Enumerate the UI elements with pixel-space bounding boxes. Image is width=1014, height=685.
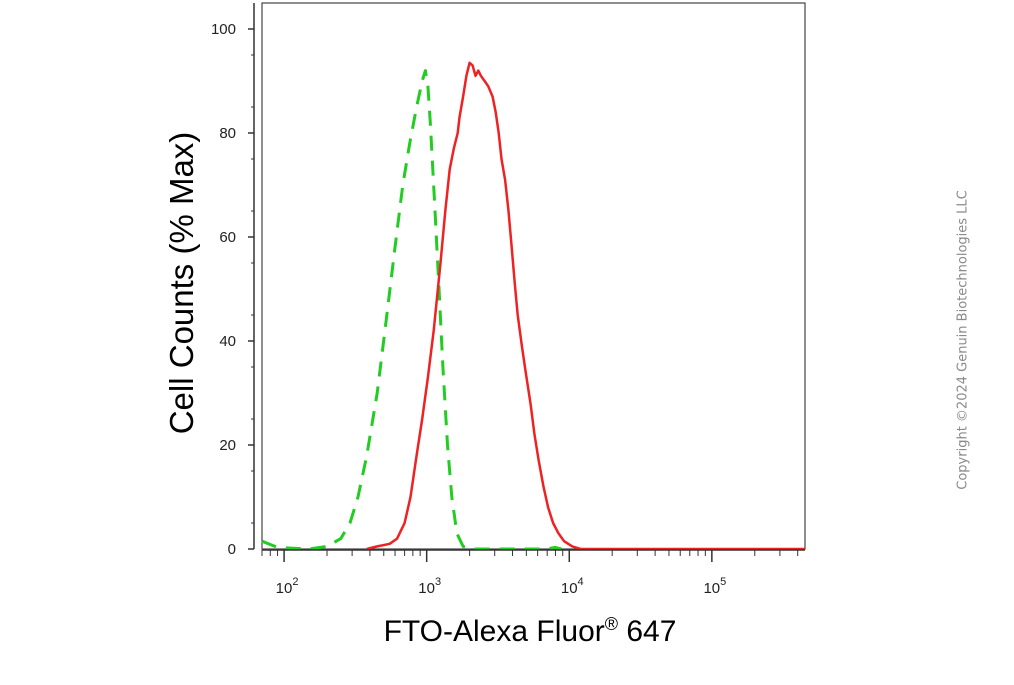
y-tick-label: 20: [219, 437, 236, 454]
plot-frame: [261, 2, 806, 550]
x-tick-label: 105: [703, 576, 726, 597]
y-tick-label: 80: [219, 125, 236, 142]
x-axis-title-tail: 647: [618, 615, 676, 648]
x-tick-label-base: 10: [703, 580, 720, 597]
y-tick-label: 40: [219, 333, 236, 350]
x-tick-label-exponent: 5: [720, 576, 726, 588]
y-axis-title: Cell Counts (% Max): [163, 132, 200, 435]
x-axis-title-main: FTO-Alexa Fluor: [384, 615, 605, 648]
x-tick-label: 104: [561, 576, 584, 597]
x-tick-label: 103: [418, 576, 441, 597]
x-tick-label-exponent: 4: [578, 576, 584, 588]
y-tick-label: 100: [211, 21, 236, 38]
copyright-notice: Copyright ©2024 Genuin Biotechnologies L…: [955, 190, 971, 490]
x-axis-title-registered-mark: ®: [605, 614, 618, 634]
x-tick-label: 102: [276, 576, 299, 597]
x-axis: 102 103 104 105: [261, 549, 805, 597]
plot-border: [261, 2, 806, 550]
x-tick-label-base: 10: [418, 580, 435, 597]
x-tick-label-base: 10: [276, 580, 293, 597]
x-tick-label-base: 10: [561, 580, 578, 597]
y-axis: 0 20 40 60 80 100: [211, 3, 255, 558]
x-tick-label-exponent: 3: [435, 576, 441, 588]
series-line-1: [261, 69, 562, 551]
series-line-2: [366, 61, 805, 551]
y-tick-label: 60: [219, 229, 236, 246]
x-axis-title: FTO-Alexa Fluor® 647: [384, 614, 677, 648]
y-tick-label: 0: [228, 541, 236, 558]
series-layer: [261, 61, 805, 551]
x-tick-label-exponent: 2: [292, 576, 298, 588]
